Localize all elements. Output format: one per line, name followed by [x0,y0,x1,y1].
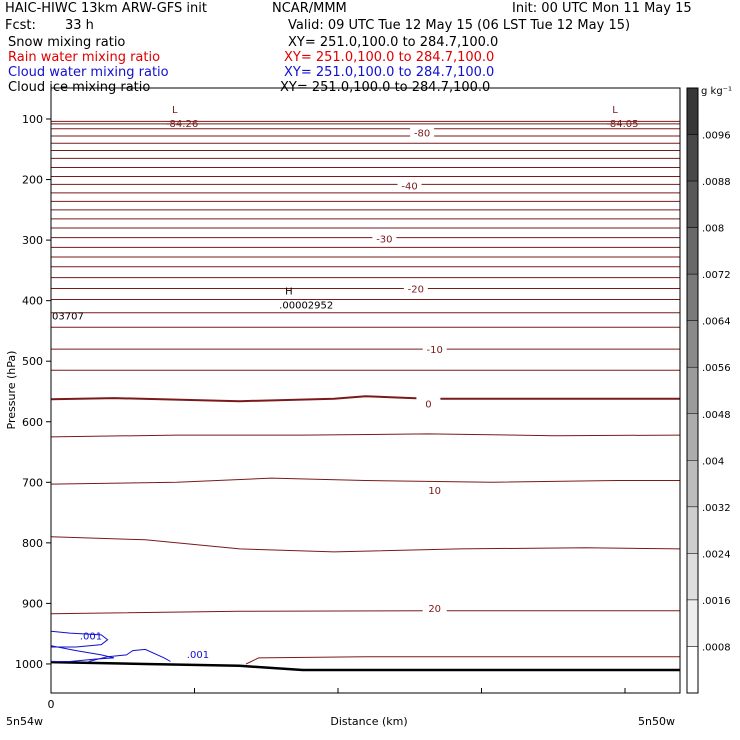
colorbar-label: .0096 [702,131,731,142]
field-name-rain: Rain water mixing ratio [8,50,161,65]
extremum-value: 03707 [52,312,84,323]
temperature-contour [50,395,680,403]
forecast-hour: 33 h [65,18,94,33]
y-tick-label: 300 [22,234,43,247]
colorbar-unit: g kg⁻¹ [701,86,732,97]
extremum-value: -84.26 [166,119,198,130]
colorbar: .0096 .0088 .008 .0072 .0064 .0056 .0048 .004 .0… [686,86,732,694]
x-axis-label: Distance (km) [330,715,407,728]
y-tick-label: 500 [22,355,43,368]
colorbar-label: .0048 [702,410,731,421]
colorbar-frame [686,87,699,694]
temperature-contour-label: -30 [376,234,392,245]
cloud-water-contour [50,630,109,648]
colorbar-swatch [686,87,699,135]
cloud-water-contours [50,630,171,662]
forecast-label: Fcst: [5,18,36,33]
terrain-line [50,660,680,672]
y-tick-label: 800 [22,537,43,550]
y-tick-label: 400 [22,295,43,308]
extremum-value: .00002952 [279,301,333,312]
colorbar-label: .0056 [702,363,731,374]
temperature-contour [245,656,680,665]
contour-label-bg [397,178,422,191]
y-axis-label: Pressure (hPa) [5,351,18,430]
cloud-water-contour [88,648,171,662]
contour-label-bg [403,281,428,294]
temperature-contour-label: 10 [428,486,441,497]
field-xy-rain: XY= 251.0,100.0 to 284.7,100.0 [284,50,495,65]
field-xy-snow: XY= 251.0,100.0 to 284.7,100.0 [288,35,499,50]
org-label: NCAR/MMM [272,1,347,16]
contour-label-bg [422,601,447,614]
colorbar-label: .0008 [702,642,731,653]
cloud-water-contour [50,645,115,662]
y-tick-label: 700 [22,476,43,489]
colorbar-swatch [686,366,699,415]
contour-label-bg [422,342,447,355]
temperature-contour [50,536,681,553]
colorbar-label: .0064 [702,317,731,328]
valid-time: Valid: 09 UTC Tue 12 May 15 (06 LST Tue … [288,18,631,33]
colorbar-swatch [686,646,699,694]
colorbar-swatch [686,180,699,228]
model-title: HAIC-HIWC 13km ARW-GFS init [5,1,207,16]
colorbar-swatch [686,273,699,321]
extremum-symbol: H [285,287,293,298]
temperature-contours [50,120,681,672]
temperature-contour [50,433,681,438]
temperature-contour-label: -20 [408,285,424,296]
temperature-contour-label: 20 [428,604,441,615]
colorbar-swatch [686,227,699,275]
field-xy-cloud-water: XY= 251.0,100.0 to 284.7,100.0 [284,65,495,80]
colorbar-label: .0024 [702,549,731,560]
colorbar-swatch [686,460,699,508]
field-name-cloud-water: Cloud water mixing ratio [8,65,169,80]
temperature-contour-label: -80 [414,128,430,139]
colorbar-swatch [686,320,699,368]
plot-frame [50,87,681,694]
colorbar-swatch [686,413,699,461]
cloud-water-label: .001 [80,632,102,643]
x-tick-right: 5n50w [638,715,675,728]
contour-label-bg [372,231,397,244]
colorbar-swatch [686,506,699,554]
contour-labels: -80 -40 -30 -20 -10 0 10 20 L -84.26 L -84.05 H .0000… [52,105,639,661]
temperature-contour-label: -40 [401,182,417,193]
colorbar-swatch [686,134,699,182]
colorbar-label: .008 [702,224,724,235]
y-tick-label: 600 [22,416,43,429]
y-tick-label: 200 [22,174,43,187]
colorbar-label: .0088 [702,177,731,188]
colorbar-label: .0072 [702,270,731,281]
colorbar-swatch [686,599,699,647]
temperature-contour-label: 0 [425,400,431,411]
colorbar-swatch [686,553,699,601]
extremum-value: -84.05 [606,119,638,130]
x-tick-left: 5n54w [6,715,43,728]
extremum-symbol: L [172,105,178,116]
y-tick-label: 900 [22,597,43,610]
contour-label-bg [410,125,435,138]
extremum-symbol: L [612,105,618,116]
temperature-contour [50,477,680,485]
contour-label-bg [416,396,441,409]
y-tick-label: 100 [22,113,43,126]
y-tick-label: 1000 [15,658,43,671]
contour-label-bg [422,483,447,496]
temperature-contour [50,610,680,615]
colorbar-label: .0016 [702,596,731,607]
init-time: Init: 00 UTC Mon 11 May 15 [512,1,692,16]
colorbar-label: .0032 [702,503,731,514]
cloud-water-label: .001 [187,650,209,661]
colorbar-label: .004 [702,456,724,467]
x-tick-zero: 0 [48,698,55,711]
field-name-snow: Snow mixing ratio [8,35,126,50]
temperature-contour-label: -10 [427,345,443,356]
